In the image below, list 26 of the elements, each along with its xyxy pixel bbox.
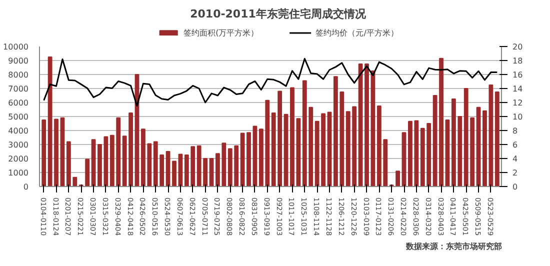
y2-tick-label: 18	[512, 56, 523, 66]
y2-tick-label: 14	[512, 84, 523, 94]
y-tick-label: 8000	[8, 70, 28, 80]
y-tick-label: 5000	[8, 112, 28, 122]
y-tick-label: 9000	[8, 56, 28, 66]
y2-tick-label: 20	[512, 42, 523, 52]
y2-tick-label: 4	[512, 154, 518, 164]
legend-label: 签约面积(万平方米）	[184, 27, 259, 38]
y-tick-label: 6000	[8, 98, 28, 108]
source-note: 数据来源：东莞市场研究部	[405, 241, 502, 251]
y-tick-label: 7000	[8, 84, 28, 94]
y2-tick-label: 0	[512, 182, 518, 192]
y-tick-label: 1000	[8, 168, 28, 178]
y-tick-label: 0	[23, 182, 29, 192]
y-tick-label: 2000	[8, 154, 28, 164]
y2-tick-label: 2	[512, 168, 518, 178]
y-tick-label: 10000	[3, 42, 29, 52]
y-tick-label: 4000	[8, 126, 28, 136]
y2-tick-label: 6	[512, 140, 518, 150]
y-tick-label: 3000	[8, 140, 28, 150]
y2-tick-label: 8	[512, 126, 518, 136]
chart-title: 2010-2011年东莞住宅周成交情况	[190, 8, 367, 20]
legend-label: 签约均价（元/平方米）	[316, 27, 398, 38]
y2-tick-label: 16	[512, 70, 523, 80]
y2-tick-label: 12	[512, 98, 523, 108]
y2-tick-label: 10	[512, 112, 523, 122]
